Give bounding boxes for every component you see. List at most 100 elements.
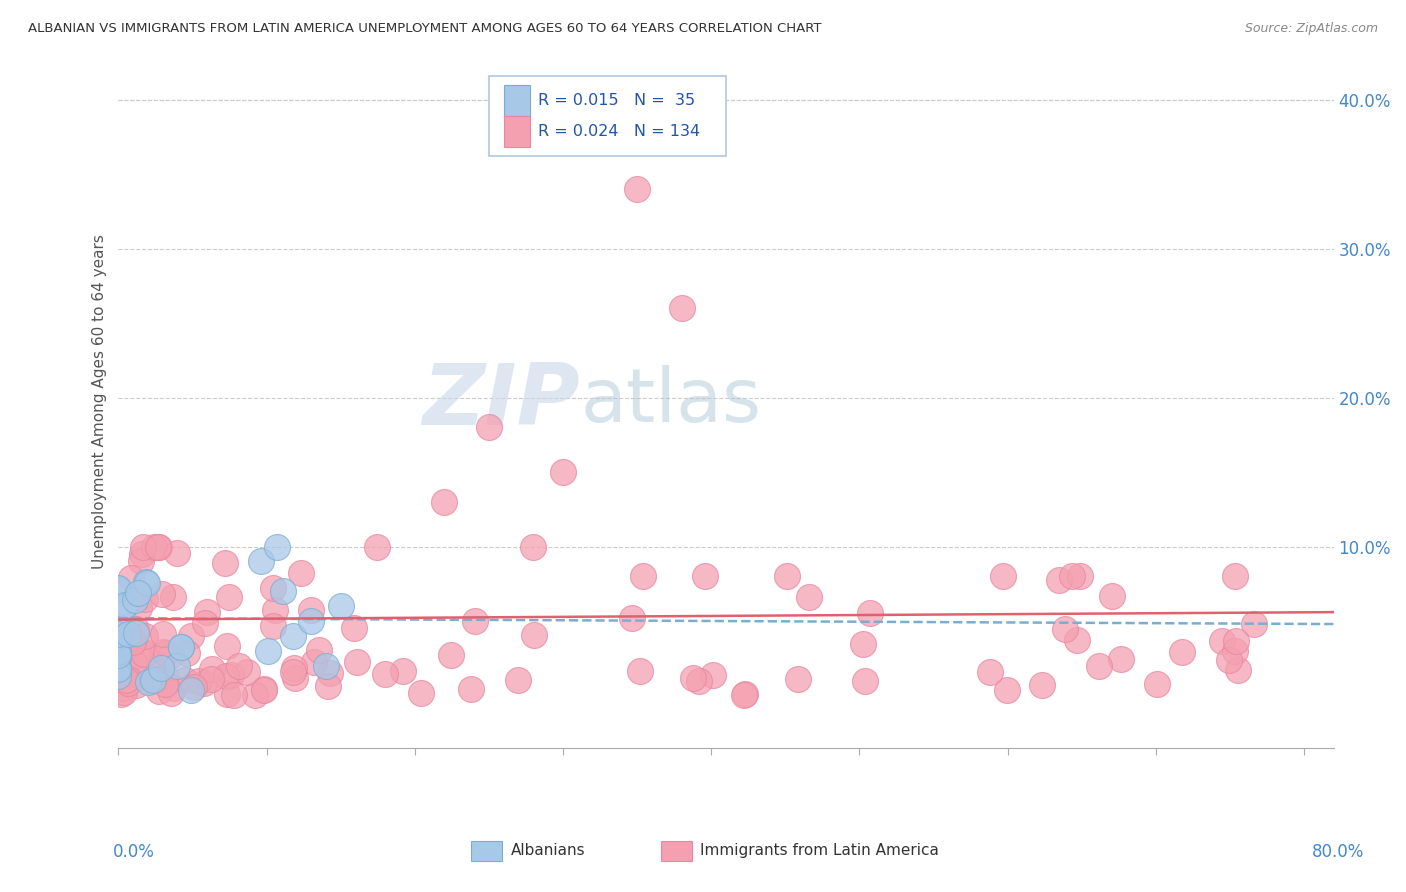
Point [107, 627, 129, 641]
Point [433, 495, 456, 509]
Point [263, 603, 285, 617]
Point [1109, 652, 1132, 666]
Point [1171, 645, 1194, 659]
Point [299, 603, 322, 617]
Point [626, 182, 648, 196]
Point [159, 648, 181, 663]
Point [304, 656, 326, 670]
Point [392, 664, 415, 678]
Text: 0.0%: 0.0% [112, 843, 155, 861]
Point [108, 629, 131, 643]
Point [688, 673, 710, 688]
Point [224, 688, 246, 702]
Point [111, 681, 134, 695]
Point [440, 648, 463, 662]
Point [194, 616, 217, 631]
Point [621, 611, 644, 625]
Point [366, 540, 388, 554]
Point [290, 566, 312, 581]
Point [125, 622, 148, 636]
Point [122, 635, 145, 649]
Point [153, 669, 176, 683]
Point [135, 575, 157, 590]
Point [176, 646, 198, 660]
Point [1146, 677, 1168, 691]
Point [107, 645, 129, 659]
Point [135, 646, 157, 660]
Point [523, 628, 546, 642]
Point [107, 582, 129, 596]
Point [733, 688, 755, 702]
Point [114, 598, 136, 612]
Bar [503, 85, 530, 116]
Point [107, 619, 129, 633]
Point [218, 591, 240, 605]
Point [131, 540, 153, 554]
Point [166, 546, 188, 560]
FancyBboxPatch shape [489, 76, 725, 155]
Point [1069, 569, 1091, 583]
Point [249, 554, 271, 568]
Point [142, 540, 165, 554]
Point [180, 629, 202, 643]
Point [460, 681, 482, 696]
Point [107, 662, 129, 676]
Point [315, 658, 337, 673]
Point [127, 585, 149, 599]
Point [118, 632, 141, 647]
Point [131, 672, 153, 686]
Point [110, 687, 132, 701]
Point [200, 672, 222, 686]
Point [236, 665, 259, 680]
Point [551, 465, 574, 479]
Text: Source: ZipAtlas.com: Source: ZipAtlas.com [1244, 22, 1378, 36]
Point [859, 606, 882, 620]
Point [183, 680, 205, 694]
Bar [503, 116, 530, 147]
Point [283, 661, 305, 675]
Point [148, 540, 170, 554]
Text: R = 0.024   N = 134: R = 0.024 N = 134 [537, 124, 700, 139]
Point [243, 688, 266, 702]
Point [253, 681, 276, 696]
Point [107, 646, 129, 660]
Point [299, 614, 322, 628]
Point [506, 673, 529, 687]
Point [117, 673, 139, 687]
Point [215, 640, 238, 654]
Point [464, 614, 486, 628]
Point [1087, 659, 1109, 673]
Point [152, 645, 174, 659]
Point [107, 648, 129, 663]
Point [217, 687, 239, 701]
Point [107, 629, 129, 643]
Point [134, 647, 156, 661]
Y-axis label: Unemployment Among Ages 60 to 64 years: Unemployment Among Ages 60 to 64 years [93, 234, 107, 569]
Point [162, 590, 184, 604]
Point [281, 629, 304, 643]
Point [853, 674, 876, 689]
Point [1066, 632, 1088, 647]
Point [797, 590, 820, 604]
Point [125, 678, 148, 692]
Point [117, 627, 139, 641]
Point [308, 642, 330, 657]
Point [1054, 622, 1077, 636]
Point [193, 676, 215, 690]
Point [1211, 633, 1233, 648]
Point [112, 685, 135, 699]
Point [1031, 678, 1053, 692]
Point [671, 301, 693, 316]
Point [170, 640, 193, 655]
Point [1225, 569, 1247, 583]
Point [107, 650, 129, 665]
Point [1243, 617, 1265, 632]
Point [107, 582, 129, 596]
Point [343, 621, 366, 635]
Point [1225, 634, 1247, 648]
Point [776, 569, 799, 583]
Point [734, 687, 756, 701]
Point [122, 657, 145, 671]
Point [1101, 589, 1123, 603]
Text: ALBANIAN VS IMMIGRANTS FROM LATIN AMERICA UNEMPLOYMENT AMONG AGES 60 TO 64 YEARS: ALBANIAN VS IMMIGRANTS FROM LATIN AMERIC… [28, 22, 821, 36]
